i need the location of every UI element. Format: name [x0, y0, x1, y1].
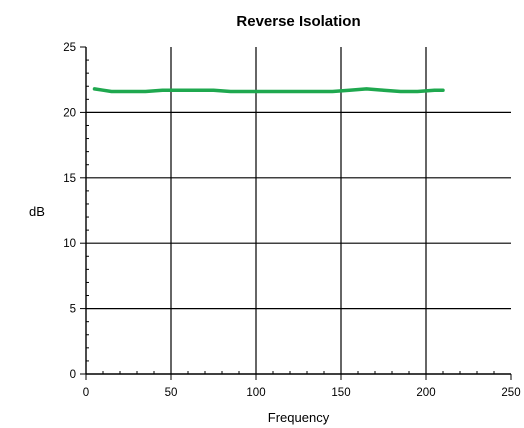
x-tick-label: 50 [165, 387, 178, 399]
grid [86, 47, 511, 374]
y-axis-label: dB [29, 204, 45, 219]
x-tick-label: 150 [331, 387, 350, 399]
axes [80, 46, 512, 380]
chart-title: Reverse Isolation [236, 13, 360, 30]
x-tick-label: 0 [83, 387, 89, 399]
y-tick-label: 10 [63, 238, 76, 250]
x-tick-label: 250 [501, 387, 520, 399]
x-tick-label: 200 [416, 387, 435, 399]
x-tick-label: 100 [246, 387, 265, 399]
x-axis-label: Frequency [268, 410, 330, 425]
y-tick-label: 5 [70, 304, 76, 316]
y-tick-label: 0 [70, 369, 76, 381]
y-tick-label: 20 [63, 107, 76, 119]
series-layer [92, 87, 445, 94]
series-line [92, 87, 445, 94]
y-tick-label: 15 [63, 173, 76, 185]
y-tick-label: 25 [63, 42, 76, 54]
y-axis-ticks: 0 5 10 15 20 25 [63, 42, 76, 381]
x-axis-ticks: 0 50 100 150 200 250 [83, 387, 521, 399]
